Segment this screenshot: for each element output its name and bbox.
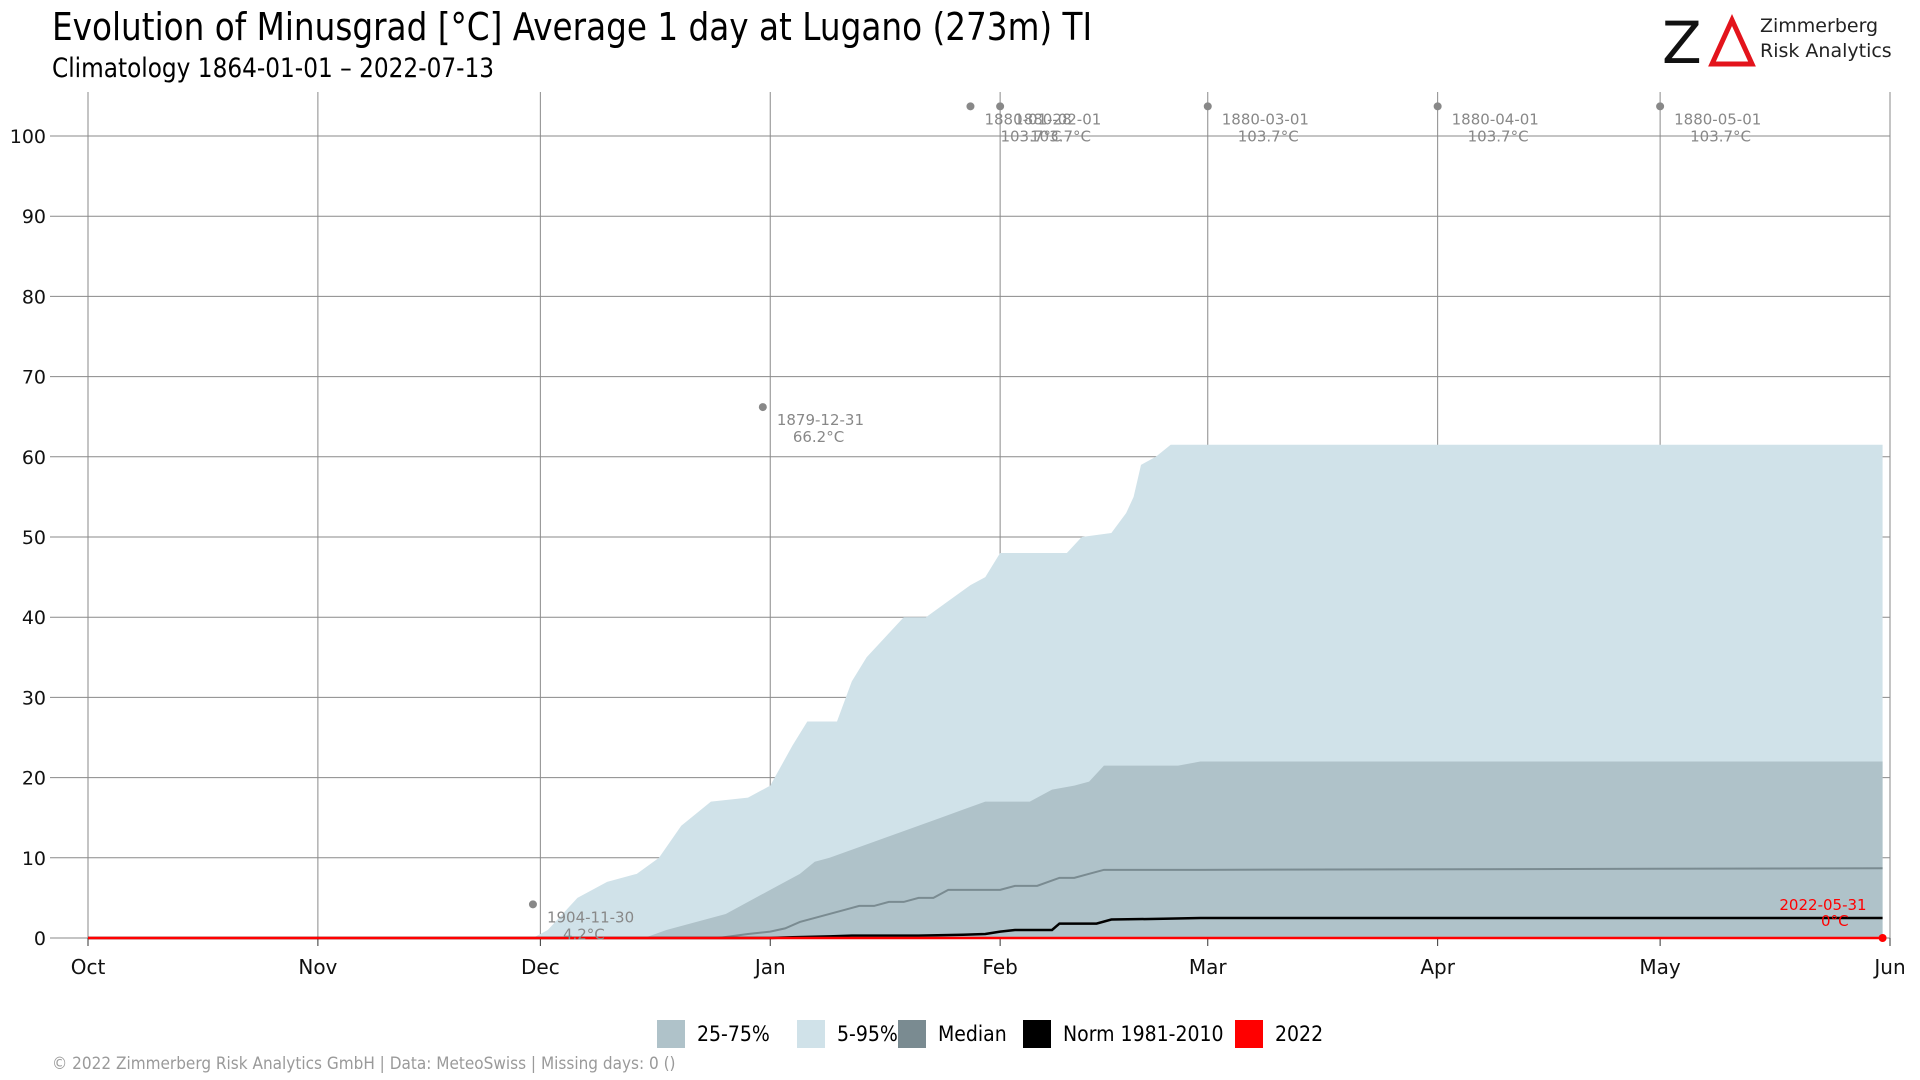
x-tick-label: Apr [1420, 955, 1455, 979]
y-tick-label: 30 [22, 687, 46, 709]
norm-line [88, 916, 1883, 940]
record-point [966, 102, 975, 111]
legend-label-25-75: 25-75% [697, 1022, 770, 1046]
legend-swatch-5-95 [797, 1020, 825, 1048]
logo-text: Zimmerberg Risk Analytics [1760, 14, 1892, 64]
legend-label-median: Median [938, 1022, 1007, 1046]
record-value-label: 103.7°C [1030, 127, 1091, 145]
legend-item-5-95: 5-95% [797, 1019, 905, 1049]
y-tick-label: 10 [22, 848, 46, 870]
y-tick-label: 0 [34, 928, 46, 950]
x-tick-label: Feb [982, 955, 1017, 979]
chart-area: 0 10 20 30 40 50 60 70 80 90 100 Oct Nov Dec Jan Feb Mar… [10, 92, 1906, 979]
legend-swatch-median [898, 1020, 926, 1048]
x-tick-label: Oct [71, 955, 106, 979]
record-value-label: 103.7°C [1690, 127, 1751, 145]
record-point [996, 102, 1005, 111]
x-tick-label: Jun [1872, 955, 1905, 979]
footer-copyright: © 2022 Zimmerberg Risk Analytics GmbH | … [52, 1054, 676, 1074]
y-tick-label: 90 [22, 206, 46, 228]
legend-label-2022: 2022 [1275, 1022, 1324, 1046]
legend-swatch-norm [1023, 1020, 1051, 1048]
x-tick-label: Dec [521, 955, 560, 979]
legend-item-median: Median [898, 1019, 1014, 1049]
record-value-label: 66.2°C [793, 428, 844, 446]
legend-label-norm: Norm 1981-2010 [1063, 1022, 1224, 1046]
current-point [1878, 934, 1887, 942]
record-point [1433, 102, 1442, 111]
legend-swatch-2022 [1235, 1020, 1263, 1048]
record-value-label: 103.7°C [1000, 127, 1061, 145]
company-logo: Z Zimmerberg Risk Analytics [1662, 8, 1902, 77]
record-date-label: 1880-02-01 [1014, 110, 1101, 128]
band-25-75 [88, 761, 1883, 938]
record-date-label: 2022-05-31 [1779, 896, 1866, 914]
record-point [1203, 102, 1212, 111]
y-tick-label: 60 [22, 447, 46, 469]
median-line [88, 867, 1883, 939]
record-date-label: 1880-03-01 [1222, 110, 1309, 128]
record-value-label: 0°C [1821, 912, 1849, 930]
logo-line2: Risk Analytics [1760, 40, 1892, 62]
record-value-label: 103.7°C [1238, 127, 1299, 145]
chart-subtitle: Climatology 1864-01-01 – 2022-07-13 [52, 53, 495, 84]
record-date-label: 1904-11-30 [547, 908, 634, 926]
y-tick-label: 50 [22, 527, 46, 549]
legend-label-5-95: 5-95% [837, 1022, 898, 1046]
x-tick-label: May [1639, 955, 1681, 979]
legend-item-25-75: 25-75% [657, 1019, 778, 1049]
chart-title: Evolution of Minusgrad [°C] Average 1 da… [52, 5, 1093, 49]
record-date-label: 1880-01-28 [984, 110, 1071, 128]
legend-item-norm: Norm 1981-2010 [1023, 1019, 1241, 1049]
record-value-label: 103.7°C [1468, 127, 1529, 145]
x-tick-label: Nov [298, 955, 337, 979]
record-date-label: 1880-04-01 [1452, 110, 1539, 128]
y-tick-label: 100 [10, 126, 46, 148]
legend-swatch-25-75 [657, 1020, 685, 1048]
record-value-label: 4.2°C [563, 925, 605, 943]
y-tick-label: 20 [22, 768, 46, 790]
record-point [758, 403, 767, 412]
y-tick-label: 80 [22, 286, 46, 308]
x-tick-label: Mar [1189, 955, 1228, 979]
legend-item-2022: 2022 [1235, 1019, 1328, 1049]
record-point [528, 900, 537, 909]
svg-text:Z: Z [1662, 9, 1702, 72]
y-tick-label: 40 [22, 607, 46, 629]
y-tick-label: 70 [22, 367, 46, 389]
x-tick-label: Jan [753, 955, 786, 979]
record-point [1656, 102, 1665, 111]
za-logo-mark-icon: Z [1662, 9, 1756, 77]
logo-line1: Zimmerberg [1760, 15, 1879, 37]
record-date-label: 1879-12-31 [777, 411, 864, 429]
record-date-label: 1880-05-01 [1674, 110, 1761, 128]
